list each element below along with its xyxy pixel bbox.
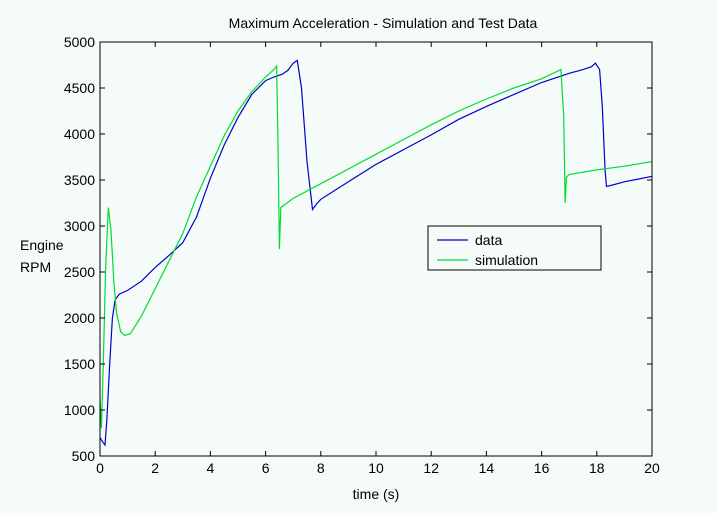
y-tick-label: 3000 — [64, 218, 95, 234]
x-tick-label: 20 — [644, 460, 660, 476]
legend: data simulation — [427, 225, 602, 271]
y-tick-label: 4500 — [64, 80, 95, 96]
x-tick-label: 8 — [317, 460, 325, 476]
x-axis: 0 2 4 6 8 10 12 14 16 18 20 — [96, 42, 660, 476]
y-tick-label: 2500 — [64, 264, 95, 280]
x-axis-title: time (s) — [353, 486, 400, 502]
x-tick-label: 10 — [368, 460, 384, 476]
legend-label-simulation: simulation — [475, 252, 538, 268]
x-tick-label: 4 — [207, 460, 215, 476]
y-axis-title-line-2: RPM — [20, 259, 51, 275]
y-tick-label: 2000 — [64, 310, 95, 326]
x-tick-label: 18 — [589, 460, 605, 476]
legend-label-data: data — [475, 232, 502, 248]
y-tick-label: 500 — [72, 448, 96, 464]
x-tick-label: 16 — [534, 460, 550, 476]
y-tick-label: 1500 — [64, 356, 95, 372]
y-axis-title-line-1: Engine — [20, 237, 64, 253]
x-tick-label: 0 — [96, 460, 104, 476]
x-tick-label: 6 — [262, 460, 270, 476]
y-axis: 500 1000 1500 2000 2500 3000 3500 4000 4500 5000 — [64, 34, 652, 464]
y-tick-label: 4000 — [64, 126, 95, 142]
series-line-data — [99, 59, 653, 447]
y-tick-label: 1000 — [64, 402, 95, 418]
legend-box — [427, 225, 602, 271]
y-tick-label: 5000 — [64, 34, 95, 50]
series-line-simulation — [99, 64, 653, 429]
x-tick-label: 14 — [479, 460, 495, 476]
x-tick-label: 2 — [151, 460, 159, 476]
chart-title: Maximum Acceleration - Simulation and Te… — [229, 15, 538, 31]
x-tick-label: 12 — [423, 460, 439, 476]
y-tick-label: 3500 — [64, 172, 95, 188]
